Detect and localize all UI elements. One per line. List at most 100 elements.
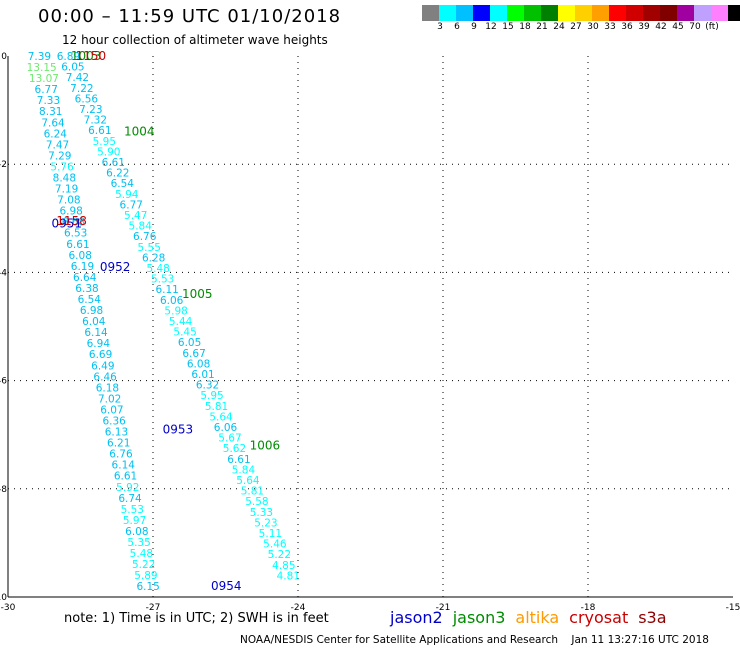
legend-tick-label: 21 (536, 22, 548, 32)
data-point-label: 5.94 (115, 189, 139, 201)
legend-tick-label: 12 (485, 22, 497, 32)
data-point-label: 6.61 (88, 125, 111, 137)
data-point-label: 5.76 (50, 161, 74, 173)
y-tick-label: -10 (0, 593, 7, 603)
data-point-label: 7.02 (98, 393, 121, 405)
chart-subtitle: 12 hour collection of altimeter wave hei… (62, 33, 328, 47)
data-point-label: 5.81 (205, 401, 228, 413)
data-point-label: 5.67 (218, 433, 241, 445)
legend-swatch (439, 5, 456, 21)
legend-tick-label: 18 (519, 22, 531, 32)
data-point-label: 7.64 (41, 117, 65, 129)
legend-tick-label: 33 (604, 22, 616, 32)
data-point-label: 5.84 (232, 464, 256, 476)
data-point-label: 7.47 (46, 139, 69, 151)
data-point-label: 8.48 (53, 172, 76, 184)
legend-swatch (626, 5, 643, 21)
legend-swatch (490, 5, 507, 21)
pass-time-label: 1150 (76, 49, 107, 63)
legend-tick-label: 9 (471, 22, 477, 32)
legend-swatch (711, 5, 728, 21)
data-point-label: 6.74 (118, 493, 142, 505)
x-tick-label: -18 (581, 603, 596, 613)
data-point-label: 6.19 (71, 261, 94, 273)
data-point-label: 6.94 (87, 338, 111, 350)
pass-time-label: 1005 (182, 287, 213, 301)
y-tick-label: -4 (0, 268, 7, 278)
data-point-label: 6.13 (105, 427, 128, 439)
data-point-label: 6.69 (89, 349, 112, 361)
legend-swatch (524, 5, 541, 21)
pass-time-label: 0954 (211, 579, 242, 593)
data-point-label: 6.08 (69, 250, 92, 262)
legend-tick-label: 6 (454, 22, 460, 32)
data-point-label: 7.33 (37, 95, 60, 107)
data-point-label: 6.32 (196, 380, 219, 392)
data-point-label: 5.22 (132, 559, 155, 571)
data-point-label: 7.42 (66, 72, 89, 84)
data-point-label: 6.05 (61, 62, 84, 74)
data-point-label: 6.49 (91, 360, 114, 372)
data-point-label: 13.15 (27, 62, 57, 74)
x-tick-label: -15 (726, 603, 740, 613)
data-point-label: 6.61 (102, 157, 125, 169)
mission-legend: jason2 jason3 altika cryosat s3a (390, 608, 677, 627)
data-point-label: 5.95 (200, 390, 223, 402)
data-point-label: 5.53 (151, 274, 174, 286)
data-point-label: 6.98 (59, 206, 82, 218)
pass-time-label: 0951 (52, 217, 83, 231)
data-point-label: 7.39 (28, 51, 51, 63)
data-point-label: 5.64 (209, 411, 233, 423)
data-point-label: 6.01 (191, 369, 214, 381)
legend-swatch (677, 5, 694, 21)
y-tick-label: -2 (0, 160, 7, 170)
data-point-label: 7.22 (70, 83, 93, 95)
data-point-label: 6.54 (111, 178, 135, 190)
data-point-label: 5.35 (127, 537, 150, 549)
footnote: note: 1) Time is in UTC; 2) SWH is in fe… (64, 611, 329, 626)
data-point-label: 6.28 (142, 252, 165, 264)
data-point-label: 5.95 (93, 136, 116, 148)
pass-time-label: 1158 (56, 214, 87, 228)
data-point-label: 6.08 (125, 526, 148, 538)
mission-label: jason2 (390, 608, 443, 627)
legend-tick-label: 39 (638, 22, 650, 32)
x-tick-label: -24 (291, 603, 306, 613)
data-point-label: 5.22 (268, 549, 291, 561)
legend-swatch (473, 5, 490, 21)
pass-time-label: 0953 (163, 422, 194, 436)
data-point-label: 6.76 (133, 231, 157, 243)
data-point-label: 7.32 (84, 115, 107, 127)
legend-swatch (575, 5, 592, 21)
data-point-label: 5.46 (263, 539, 287, 551)
data-point-label: 6.61 (114, 471, 137, 483)
legend-swatch (592, 5, 609, 21)
legend-tick-label: 15 (502, 22, 514, 32)
data-point-label: 4.85 (272, 560, 295, 572)
data-point-label: 5.48 (130, 548, 153, 560)
legend-swatch (507, 5, 524, 21)
mission-label: altika (515, 608, 560, 627)
legend-tick-label: 27 (570, 22, 582, 32)
data-point-label: 6.08 (187, 358, 210, 370)
legend-swatch (422, 5, 439, 21)
data-point-label: 5.92 (116, 482, 139, 494)
legend-swatch (541, 5, 558, 21)
data-point-label: 6.22 (106, 168, 129, 180)
color-legend (422, 5, 740, 21)
data-point-label: 6.77 (120, 199, 143, 211)
data-point-label: 5.90 (97, 146, 120, 158)
data-point-label: 6.64 (73, 272, 97, 284)
data-point-label: 6.67 (182, 348, 205, 360)
legend-swatch (456, 5, 473, 21)
data-point-label: 7.19 (55, 184, 78, 196)
data-point-label: 6.06 (214, 422, 238, 434)
mission-label: jason3 (452, 608, 506, 627)
y-tick-label: -8 (0, 485, 7, 495)
x-tick-label: -27 (146, 603, 161, 613)
data-point-label: 6.18 (96, 382, 119, 394)
legend-tick-label: 3 (437, 22, 443, 32)
data-point-label: 6.77 (35, 84, 58, 96)
data-point-label: 5.53 (121, 504, 144, 516)
